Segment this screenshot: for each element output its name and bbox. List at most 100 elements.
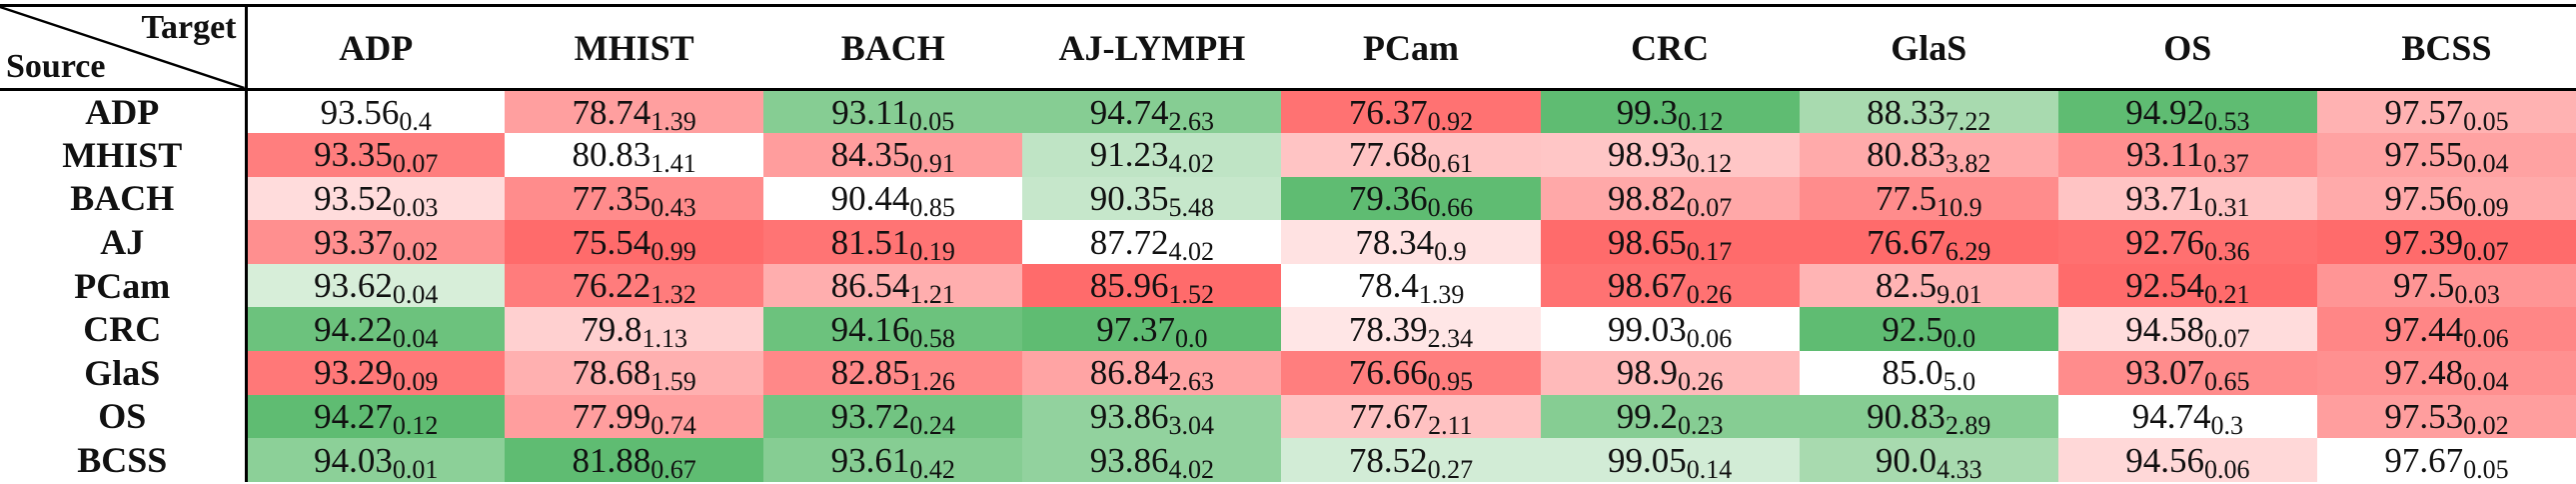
cell-value: 94.03 bbox=[314, 440, 393, 480]
row-header: GlaS bbox=[0, 351, 248, 395]
cell-value: 97.48 bbox=[2384, 353, 2464, 393]
cell-std: 0.14 bbox=[1686, 454, 1733, 484]
cell-value: 94.22 bbox=[314, 309, 393, 349]
cell-std: 0.95 bbox=[1427, 367, 1474, 397]
cell-std: 4.02 bbox=[1168, 236, 1215, 266]
table-cell: 76.221.32 bbox=[505, 263, 764, 308]
table-cell: 94.270.12 bbox=[246, 394, 506, 438]
cell-value: 97.5 bbox=[2393, 266, 2455, 306]
cell-std: 1.52 bbox=[1168, 280, 1215, 310]
cell-std: 1.26 bbox=[909, 367, 955, 397]
corner-diagonal bbox=[0, 7, 245, 88]
cell-std: 0.53 bbox=[2203, 106, 2250, 136]
table-cell: 97.390.07 bbox=[2316, 220, 2576, 264]
cell-value: 77.68 bbox=[1348, 135, 1428, 175]
table-cell: 94.920.53 bbox=[2057, 89, 2317, 136]
cell-value: 85.0 bbox=[1882, 353, 1943, 393]
cell-std: 0.36 bbox=[2203, 236, 2250, 266]
cell-std: 0.09 bbox=[2463, 192, 2509, 222]
cell-value: 85.96 bbox=[1089, 266, 1169, 306]
table-cell: 85.05.0 bbox=[1799, 351, 2058, 395]
cell-value: 97.67 bbox=[2384, 440, 2464, 480]
table-cell: 97.550.04 bbox=[2316, 133, 2576, 177]
cell-value: 99.3 bbox=[1616, 92, 1678, 132]
cell-value: 98.67 bbox=[1607, 266, 1687, 306]
cell-value: 78.34 bbox=[1355, 222, 1435, 262]
table-cell: 77.350.43 bbox=[505, 176, 764, 220]
table-cell: 98.820.07 bbox=[1540, 176, 1800, 220]
cell-std: 10.9 bbox=[1936, 192, 1982, 222]
table-cell: 94.580.07 bbox=[2057, 307, 2317, 353]
table-row: MHIST 93.350.07 80.831.41 84.350.91 91.234.0… bbox=[0, 133, 2576, 177]
cell-std: 0.06 bbox=[1686, 323, 1733, 353]
table-row: PCam 93.620.04 76.221.32 86.541.21 85.961.52… bbox=[0, 263, 2576, 310]
table-cell: 93.290.09 bbox=[246, 351, 506, 395]
cell-std: 2.89 bbox=[1944, 410, 1991, 440]
table-cell: 94.740.3 bbox=[2057, 394, 2317, 438]
cell-std: 0.07 bbox=[2203, 323, 2250, 353]
cell-value: 79.36 bbox=[1348, 178, 1428, 218]
cell-value: 97.55 bbox=[2384, 135, 2464, 175]
cell-value: 82.5 bbox=[1875, 266, 1937, 306]
cell-value: 90.83 bbox=[1867, 396, 1945, 436]
cell-value: 80.83 bbox=[572, 135, 651, 175]
cell-value: 97.56 bbox=[2384, 178, 2464, 218]
table-cell: 97.570.05 bbox=[2316, 89, 2576, 134]
cell-std: 2.63 bbox=[1168, 367, 1215, 397]
table-cell: 93.110.37 bbox=[2057, 133, 2317, 177]
cell-std: 4.02 bbox=[1168, 454, 1215, 484]
cell-std: 0.03 bbox=[2454, 280, 2500, 310]
table-cell: 93.863.04 bbox=[1022, 394, 1282, 438]
table-cell: 92.50.0 bbox=[1799, 307, 2058, 351]
row-header: CRC bbox=[0, 307, 248, 352]
cell-value: 78.68 bbox=[572, 353, 651, 393]
table-cell: 90.440.85 bbox=[763, 176, 1023, 220]
table-row: OS 94.270.12 77.990.74 93.720.24 93.863.04 77… bbox=[0, 394, 2576, 440]
cell-value: 93.07 bbox=[2125, 353, 2204, 393]
cell-value: 90.44 bbox=[830, 178, 910, 218]
cell-value: 81.51 bbox=[830, 222, 910, 262]
column-header: AJ-LYMPH bbox=[1022, 4, 1282, 91]
cell-std: 0.92 bbox=[1427, 106, 1474, 136]
column-header: PCam bbox=[1281, 4, 1541, 91]
cell-std: 7.22 bbox=[1944, 106, 1991, 136]
table-cell: 88.337.22 bbox=[1799, 89, 2058, 136]
table-cell: 99.050.14 bbox=[1540, 438, 1800, 484]
table-cell: 98.930.12 bbox=[1540, 133, 1800, 177]
table-cell: 77.672.11 bbox=[1281, 394, 1541, 438]
table-cell: 82.851.26 bbox=[763, 351, 1023, 397]
table-cell: 93.720.24 bbox=[763, 394, 1023, 438]
cell-std: 0.26 bbox=[1677, 367, 1724, 397]
table-cell: 94.560.06 bbox=[2057, 438, 2317, 484]
cell-value: 78.74 bbox=[572, 92, 651, 132]
table-cell: 84.350.91 bbox=[763, 133, 1023, 177]
table-cell: 86.842.63 bbox=[1022, 351, 1282, 397]
column-header: OS bbox=[2057, 4, 2317, 91]
cell-value: 77.99 bbox=[572, 396, 651, 436]
table-cell: 78.520.27 bbox=[1281, 438, 1541, 482]
table-cell: 80.833.82 bbox=[1799, 133, 2058, 177]
cell-std: 0.02 bbox=[392, 236, 439, 266]
cell-value: 94.58 bbox=[2125, 309, 2204, 349]
cell-std: 0.26 bbox=[1686, 280, 1733, 310]
cell-value: 92.5 bbox=[1882, 309, 1943, 349]
table-cell: 93.864.02 bbox=[1022, 438, 1282, 484]
table-cell: 79.360.66 bbox=[1281, 176, 1541, 220]
cell-std: 1.39 bbox=[650, 106, 696, 136]
cell-value: 76.37 bbox=[1348, 92, 1428, 132]
cell-value: 90.35 bbox=[1089, 178, 1169, 218]
table-cell: 93.110.05 bbox=[763, 89, 1023, 134]
cell-value: 97.57 bbox=[2384, 92, 2464, 132]
table-cell: 90.355.48 bbox=[1022, 176, 1282, 220]
table-cell: 86.541.21 bbox=[763, 263, 1023, 308]
table-cell: 94.220.04 bbox=[246, 307, 506, 351]
table-cell: 99.20.23 bbox=[1540, 394, 1800, 438]
cell-std: 0.06 bbox=[2203, 454, 2250, 484]
table-cell: 75.540.99 bbox=[505, 220, 764, 264]
column-header: BACH bbox=[763, 4, 1023, 91]
table-cell: 94.160.58 bbox=[763, 307, 1023, 351]
row-header: OS bbox=[0, 394, 248, 439]
cell-std: 1.59 bbox=[650, 367, 696, 397]
cell-std: 0.31 bbox=[2203, 192, 2250, 222]
cell-value: 78.52 bbox=[1348, 440, 1428, 480]
